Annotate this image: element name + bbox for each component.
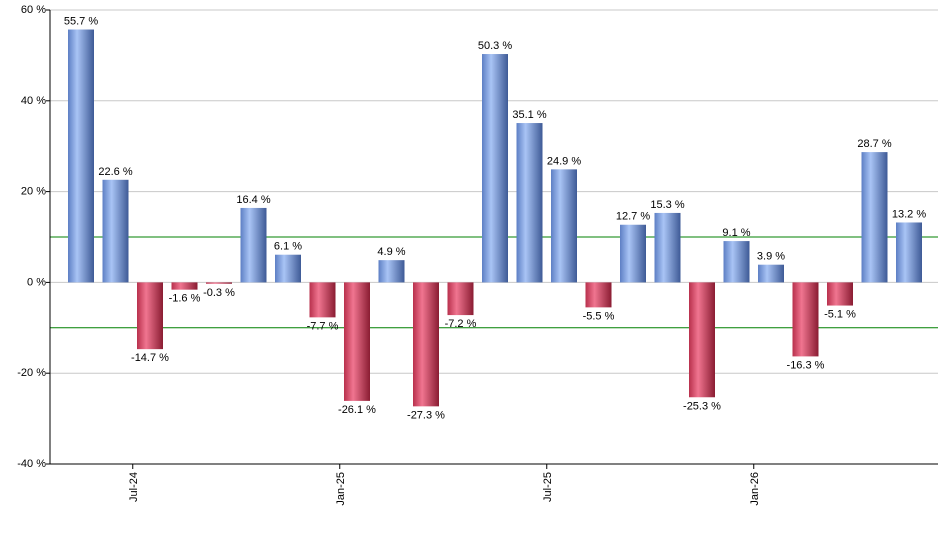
bar-negative [206, 282, 232, 284]
bar-negative [447, 282, 474, 316]
bar-positive [620, 224, 646, 283]
y-tick-label: 60 % [21, 4, 46, 16]
bar-positive [654, 212, 681, 283]
bar-negative [309, 282, 336, 318]
bar-value-label: 3.9 % [757, 251, 785, 263]
bar-value-label: -0.3 % [203, 287, 235, 299]
bar-positive [275, 254, 301, 283]
bar-positive [758, 264, 784, 283]
bar-positive [723, 241, 750, 283]
bar-positive [240, 207, 267, 283]
bar-negative [413, 282, 439, 407]
y-tick-label: 0 % [27, 276, 46, 288]
bar-positive [861, 152, 888, 283]
bar-value-label: -25.3 % [683, 400, 721, 412]
bar-value-label: 9.1 % [722, 227, 750, 239]
axes: 60 % 40 % 20 % 0 % -20 % -40 % Jul-24 Jan-25 Jul… [17, 4, 938, 506]
y-tick-label: 40 % [21, 95, 46, 107]
bar-value-label: 16.4 % [236, 194, 270, 206]
bar-value-label: 4.9 % [377, 246, 405, 258]
bar-value-label: 22.6 % [98, 166, 132, 178]
y-tick-label: -20 % [17, 367, 46, 379]
bar-positive [68, 29, 94, 283]
bar-positive [482, 54, 508, 283]
bar-value-label: 28.7 % [857, 138, 891, 150]
bar-value-label: -14.7 % [131, 352, 169, 364]
bar-value-label: -1.6 % [169, 293, 201, 305]
bar-negative [827, 282, 853, 306]
bar-value-label: -5.1 % [824, 309, 856, 321]
y-tick-label: -40 % [17, 458, 46, 470]
bar-value-label: -5.5 % [583, 310, 615, 322]
bar-value-labels: 55.7 % 22.6 % -14.7 % -1.6 % -0.3 % 16.4 % 6.1… [64, 16, 926, 422]
bar-value-label: -7.2 % [445, 318, 477, 330]
bar-value-label: 6.1 % [274, 241, 302, 253]
bar-negative [585, 282, 612, 308]
bar-value-label: 35.1 % [512, 109, 546, 121]
bar-value-label: 12.7 % [616, 211, 650, 223]
bar-positive [516, 123, 543, 283]
bar-negative [792, 282, 819, 357]
bar-positive [896, 222, 922, 283]
y-tick-label: 20 % [21, 186, 46, 198]
bar-value-label: -16.3 % [787, 359, 825, 371]
bars [68, 29, 922, 407]
bar-value-label: 24.9 % [547, 155, 581, 167]
bar-negative [344, 282, 370, 401]
x-tick-label: Jul-25 [542, 472, 554, 502]
bar-value-label: 15.3 % [650, 199, 684, 211]
bar-value-label: 13.2 % [892, 208, 926, 220]
bar-value-label: 55.7 % [64, 16, 98, 28]
x-tick-label: Jan-25 [335, 472, 347, 506]
bar-value-label: -7.7 % [307, 320, 339, 332]
bar-positive [102, 179, 129, 283]
bar-negative [137, 282, 163, 350]
bar-negative [689, 282, 715, 398]
bar-value-label: -27.3 % [407, 409, 445, 421]
bar-positive [551, 169, 577, 283]
bar-positive [378, 260, 405, 283]
bar-value-label: -26.1 % [338, 404, 376, 416]
bar-negative [171, 282, 198, 290]
x-tick-label: Jan-26 [749, 472, 761, 506]
bar-value-label: 50.3 % [478, 40, 512, 52]
x-tick-label: Jul-24 [128, 472, 140, 502]
